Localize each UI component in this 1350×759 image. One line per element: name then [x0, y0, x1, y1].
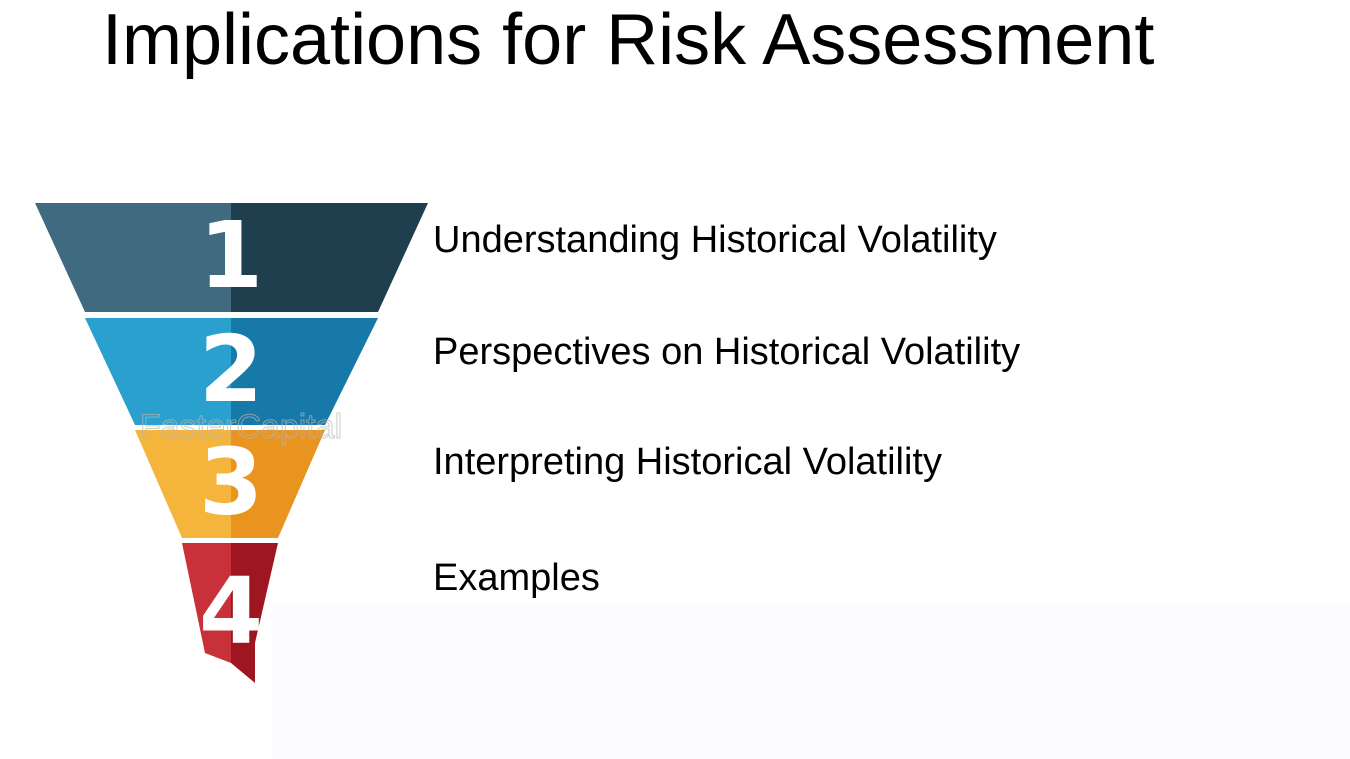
- funnel-number: 3: [199, 428, 263, 535]
- funnel-number: 4: [199, 557, 263, 664]
- funnel-band-left: [35, 203, 231, 312]
- funnel-band-right: [231, 543, 278, 683]
- funnel-band-left: [182, 543, 231, 663]
- funnel-number: 2: [199, 316, 263, 423]
- item-label: Perspectives on Historical Volatility: [433, 331, 1020, 373]
- item-label: Interpreting Historical Volatility: [433, 441, 942, 483]
- funnel-band-left: [135, 430, 231, 538]
- funnel: 123 4: [35, 202, 428, 683]
- funnel-band-left: [85, 318, 231, 425]
- item-label: Examples: [433, 557, 600, 599]
- background-panel: [272, 605, 1350, 759]
- funnel-band-right: [231, 430, 325, 538]
- slide-title: Implications for Risk Assessment: [102, 0, 1154, 80]
- item-label: Understanding Historical Volatility: [433, 219, 997, 261]
- funnel-band-right: [231, 318, 378, 425]
- funnel-band-right: [231, 203, 428, 312]
- watermark: FasterCapital: [140, 408, 342, 446]
- funnel-number: 1: [199, 202, 263, 309]
